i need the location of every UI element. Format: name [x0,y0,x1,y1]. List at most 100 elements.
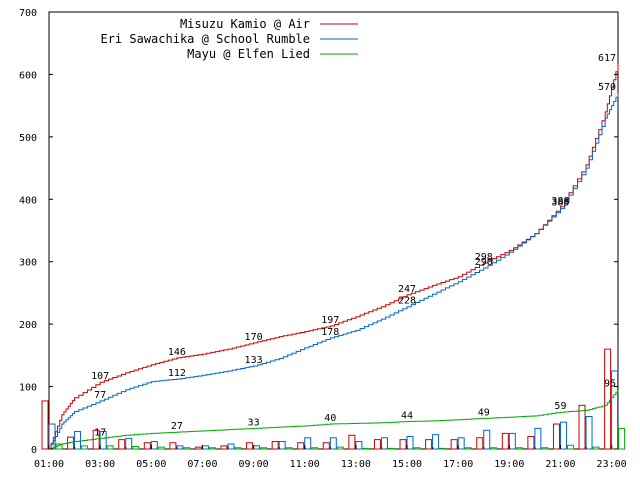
y-tick-label: 500 [19,133,37,144]
hourly-bar [81,445,89,450]
hourly-bar [260,447,268,450]
axes: 01:00 03:00 05:00 07:00 09:00 11:00 13:00 15:00… [19,8,627,470]
hourly-bar [118,439,126,450]
hourly-bar [413,447,421,450]
x-tick-label: 23:00 [597,459,627,470]
x-tick-label: 19:00 [494,459,524,470]
x-tick-label: 03:00 [85,459,115,470]
plot-area [48,11,619,450]
hourly-bar [322,442,330,450]
data-label: 228 [398,296,416,307]
y-tick-label: 400 [19,195,37,206]
data-label: 385 [551,198,569,209]
data-label: 290 [475,257,493,268]
hourly-bar [362,447,370,450]
hourly-bar [618,427,626,450]
legend-label: Eri Sawachika @ School Rumble [100,32,310,46]
hourly-bar [585,416,593,450]
hourly-bar [399,439,407,450]
data-label: 95 [604,379,616,390]
x-tick-label: 01:00 [34,459,64,470]
data-label: 197 [321,315,339,326]
hourly-bar [604,348,612,450]
data-label: 77 [94,390,106,401]
y-tick-label: 100 [19,383,37,394]
hourly-bar [227,443,235,450]
cumulative-lines [49,63,619,450]
hourly-bar [278,441,286,450]
hourly-bar [132,446,140,450]
y-tick-label: 700 [19,8,37,19]
hourly-bar [143,442,151,450]
hourly-bar [297,442,305,450]
hourly-bar [527,436,535,450]
data-label: 247 [398,284,416,295]
hourly-bar [271,441,279,450]
hourly-bar [501,432,509,450]
hourly-bar [194,446,202,450]
hourly-bar [476,437,484,450]
hourly-bar [208,447,216,450]
series-line [49,389,619,450]
y-tick-label: 300 [19,258,37,269]
data-label: 49 [478,407,490,418]
x-tick-label: 21:00 [545,459,575,470]
data-label: 107 [91,371,109,382]
data-label: 133 [245,355,263,366]
hourly-bar [457,437,465,450]
hourly-bar [169,442,177,450]
x-tick-label: 09:00 [239,459,269,470]
y-tick-label: 0 [31,445,37,456]
hourly-bar [490,447,498,450]
hourly-bar [246,442,254,450]
y-tick-label: 600 [19,70,37,81]
hourly-bar [329,437,337,450]
hourly-bar [285,447,293,450]
x-tick-label: 07:00 [187,459,217,470]
data-label: 59 [554,401,566,412]
data-label: 17 [94,427,106,438]
x-tick-label: 05:00 [136,459,166,470]
hourly-bar [578,404,586,450]
data-label: 40 [324,413,336,424]
data-label: 146 [168,347,186,358]
data-label: 170 [245,332,263,343]
hourly-bar [380,437,388,450]
hourly-bar [373,439,381,450]
hourly-bar [534,427,542,450]
hourly-bar [74,431,82,450]
data-label: 178 [321,327,339,338]
hourly-bar [483,429,491,450]
hourly-bar [157,446,165,450]
hourly-bar [464,447,472,450]
hourly-bar [220,445,228,450]
hourly-bar [515,447,523,450]
data-label: 298 [475,252,493,263]
hourly-bar [592,446,600,450]
hourly-bar [106,445,114,450]
hourly-bar [125,437,133,450]
hourly-bar [336,446,344,450]
hourly-bar [439,447,447,450]
data-label: 112 [168,368,186,379]
data-label: 570 [598,82,616,93]
data-label: 44 [401,411,413,422]
hourly-bar [450,439,458,450]
hourly-bar [406,436,414,450]
data-label: 27 [171,421,183,432]
hourly-bar [552,423,560,450]
hourly-bar [559,421,567,450]
series-line [49,93,619,450]
x-tick-label: 17:00 [443,459,473,470]
data-label: 33 [248,417,260,428]
hourly-bar [425,439,433,450]
legend-label: Misuzu Kamio @ Air [180,17,310,31]
data-label: 388 [551,196,569,207]
data-label: 617 [598,53,616,64]
x-tick-label: 11:00 [290,459,320,470]
hourly-bar [348,434,356,450]
hourly-bar [541,447,549,450]
hourly-bar [311,447,319,450]
